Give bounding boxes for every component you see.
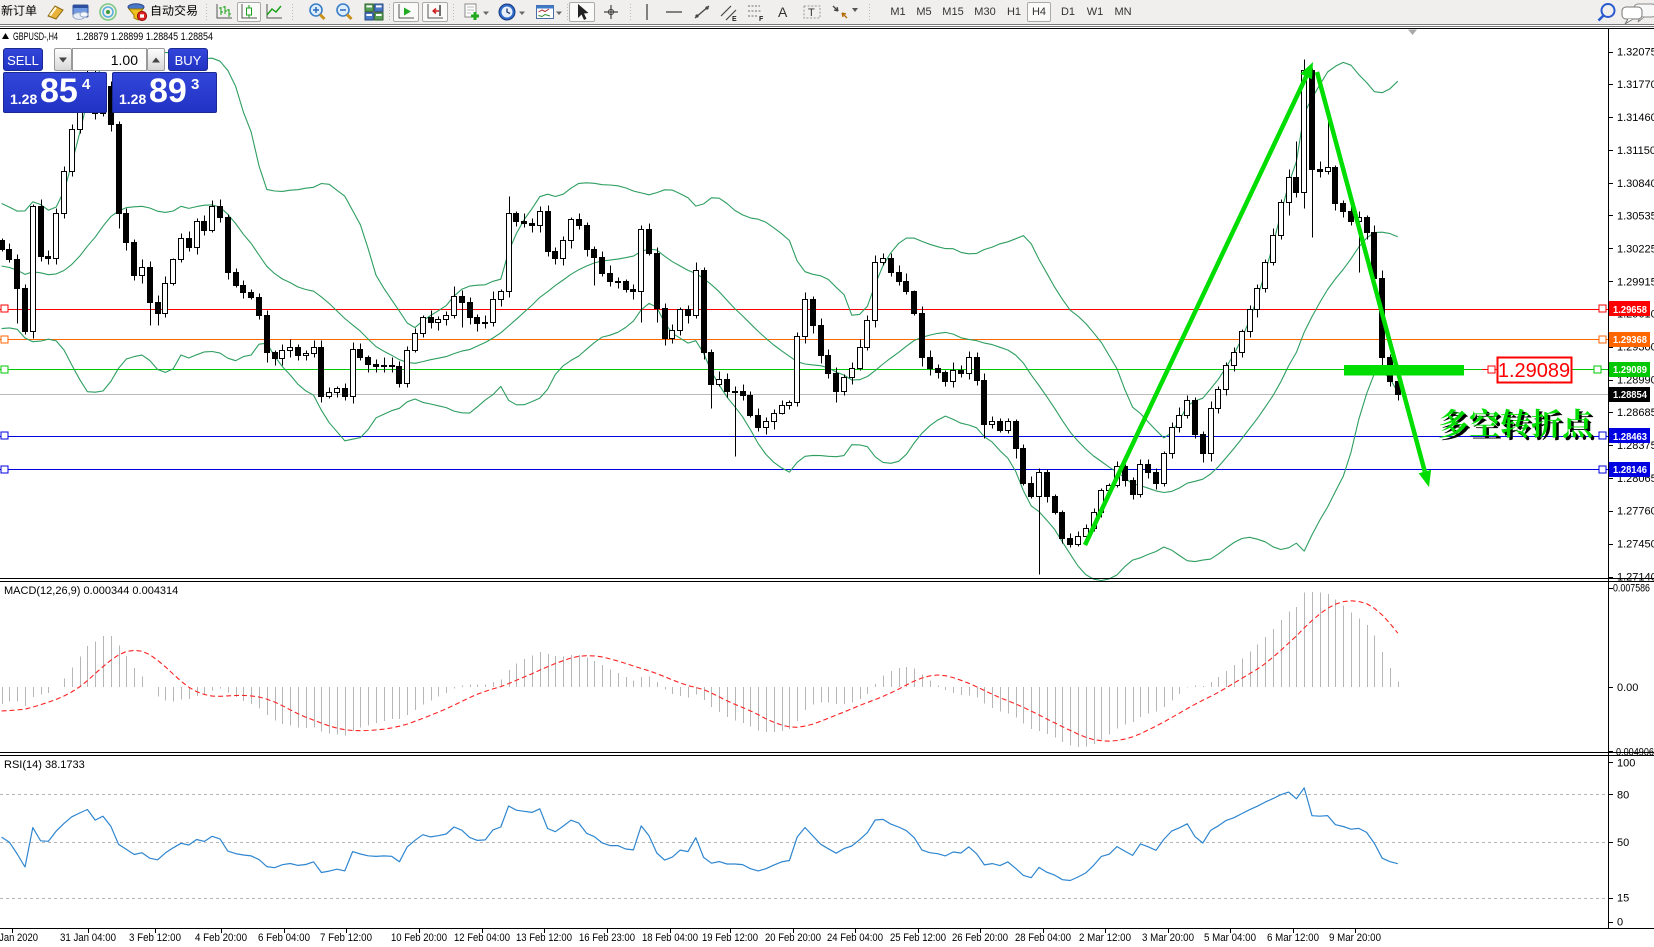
svg-text:F: F	[759, 16, 764, 22]
svg-text:T: T	[808, 7, 815, 19]
svg-text:E: E	[732, 16, 737, 22]
svg-text:1.28990: 1.28990	[1617, 375, 1654, 387]
svg-text:1.29915: 1.29915	[1617, 276, 1654, 288]
svg-text:3 Mar 20:00: 3 Mar 20:00	[1142, 932, 1194, 944]
svg-text:3 Feb 12:00: 3 Feb 12:00	[129, 932, 181, 944]
svg-text:10 Feb 20:00: 10 Feb 20:00	[391, 932, 447, 944]
svg-text:50: 50	[1617, 837, 1629, 849]
svg-text:28 Feb 04:00: 28 Feb 04:00	[1015, 932, 1071, 944]
svg-text:-0.004906: -0.004906	[1613, 746, 1654, 758]
svg-text:0: 0	[1617, 917, 1623, 929]
svg-text:25 Feb 12:00: 25 Feb 12:00	[890, 932, 946, 944]
svg-text:19 Feb 12:00: 19 Feb 12:00	[702, 932, 758, 944]
svg-text:1.28375: 1.28375	[1617, 440, 1654, 452]
svg-text:1.32075: 1.32075	[1617, 47, 1654, 59]
svg-text:1.27760: 1.27760	[1617, 506, 1654, 518]
svg-text:0.00: 0.00	[1617, 682, 1638, 694]
svg-text:24 Feb 04:00: 24 Feb 04:00	[827, 932, 883, 944]
svg-text:1.27140: 1.27140	[1617, 572, 1654, 584]
svg-text:1.30840: 1.30840	[1617, 178, 1654, 190]
svg-text:80: 80	[1617, 789, 1629, 801]
svg-text:MACD(12,26,9) 0.000344 0.00431: MACD(12,26,9) 0.000344 0.004314	[4, 585, 178, 597]
svg-text:1.28879 1.28899 1.28845 1.2885: 1.28879 1.28899 1.28845 1.28854	[76, 31, 213, 43]
svg-text:0.007586: 0.007586	[1613, 583, 1650, 595]
svg-text:1.29089: 1.29089	[1613, 364, 1647, 376]
svg-text:6 Feb 04:00: 6 Feb 04:00	[258, 932, 310, 944]
svg-text:GBPUSD-,H4: GBPUSD-,H4	[13, 31, 58, 43]
svg-text:1.31150: 1.31150	[1617, 145, 1654, 157]
svg-text:1.29658: 1.29658	[1613, 304, 1647, 316]
svg-text:12 Feb 04:00: 12 Feb 04:00	[454, 932, 510, 944]
svg-text:26 Feb 20:00: 26 Feb 20:00	[952, 932, 1008, 944]
svg-text:13 Feb 12:00: 13 Feb 12:00	[516, 932, 572, 944]
svg-text:15: 15	[1617, 893, 1629, 905]
svg-text:1.31770: 1.31770	[1617, 79, 1654, 91]
svg-text:1.27450: 1.27450	[1617, 539, 1654, 551]
svg-text:29 Jan 2020: 29 Jan 2020	[0, 932, 38, 944]
svg-text:18 Feb 04:00: 18 Feb 04:00	[642, 932, 698, 944]
svg-text:6 Mar 12:00: 6 Mar 12:00	[1267, 932, 1319, 944]
svg-text:1.29368: 1.29368	[1613, 334, 1647, 346]
svg-text:1.28146: 1.28146	[1613, 464, 1647, 476]
svg-text:100: 100	[1617, 758, 1635, 770]
svg-text:RSI(14) 38.1733: RSI(14) 38.1733	[4, 759, 85, 771]
svg-text:A: A	[778, 4, 788, 20]
svg-text:9 Mar 20:00: 9 Mar 20:00	[1329, 932, 1381, 944]
svg-text:1.30535: 1.30535	[1617, 210, 1654, 222]
svg-text:4 Feb 20:00: 4 Feb 20:00	[195, 932, 247, 944]
svg-text:5 Mar 04:00: 5 Mar 04:00	[1204, 932, 1256, 944]
svg-text:1.29089: 1.29089	[1498, 360, 1570, 382]
svg-text:1.28685: 1.28685	[1617, 407, 1654, 419]
svg-text:31 Jan 04:00: 31 Jan 04:00	[60, 932, 116, 944]
svg-text:1.28463: 1.28463	[1613, 431, 1647, 443]
svg-text:1.30225: 1.30225	[1617, 243, 1654, 255]
svg-text:16 Feb 23:00: 16 Feb 23:00	[579, 932, 635, 944]
svg-text:7 Feb 12:00: 7 Feb 12:00	[320, 932, 372, 944]
svg-text:2 Mar 12:00: 2 Mar 12:00	[1079, 932, 1131, 944]
svg-text:1.31460: 1.31460	[1617, 112, 1654, 124]
svg-text:1.28854: 1.28854	[1613, 389, 1647, 401]
svg-text:20 Feb 20:00: 20 Feb 20:00	[765, 932, 821, 944]
